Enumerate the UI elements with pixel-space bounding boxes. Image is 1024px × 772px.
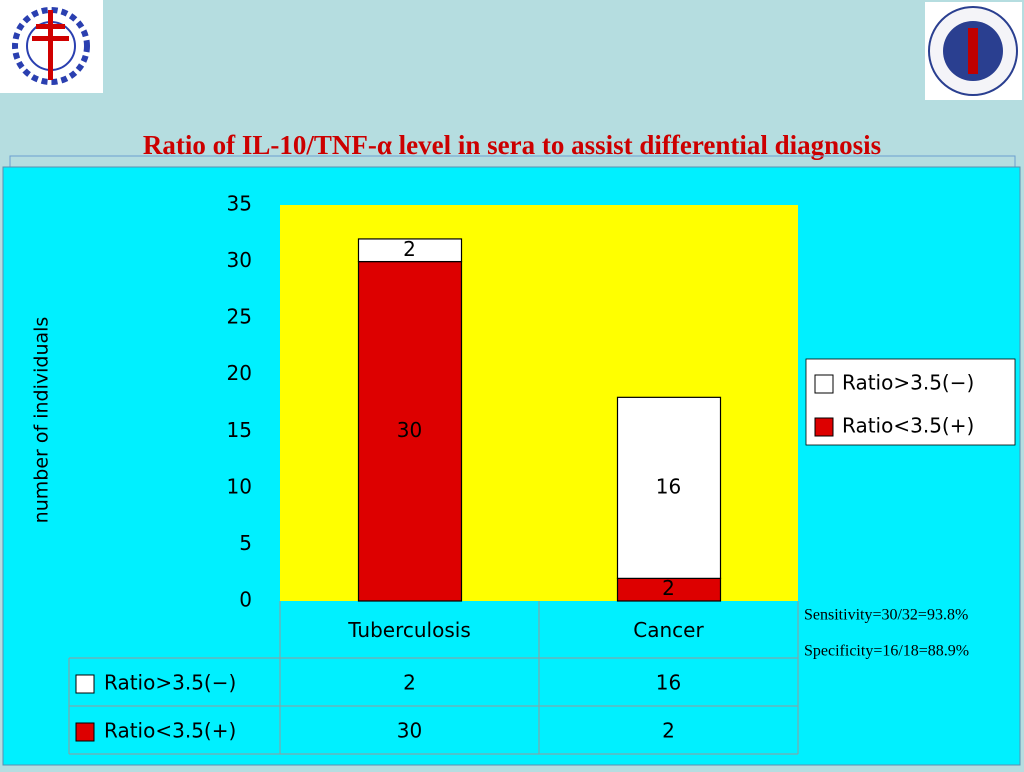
legend-entry: Ratio>3.5(−) — [842, 371, 974, 395]
x-tick-label: Cancer — [633, 618, 704, 642]
data-label: 30 — [397, 418, 422, 442]
data-label: 16 — [656, 474, 681, 498]
bar-segment — [616, 396, 722, 579]
legend-swatch — [814, 374, 834, 394]
bar-segment — [357, 260, 463, 602]
right-logo — [925, 2, 1022, 100]
y-tick-label: 10 — [227, 474, 252, 498]
y-tick-label: 35 — [227, 192, 252, 216]
y-axis-label: number of individuals — [31, 317, 53, 524]
table-cell: 2 — [662, 719, 675, 743]
legend-box — [805, 358, 1016, 446]
chart-title: Ratio of IL-10/TNF-α level in sera to as… — [143, 130, 881, 160]
table-row-label: Ratio>3.5(−) — [104, 671, 236, 695]
y-tick-label: 15 — [227, 418, 252, 442]
y-tick-label: 5 — [239, 531, 252, 555]
annotation: Specificity=16/18=88.9% — [804, 643, 969, 660]
y-tick-label: 20 — [227, 361, 252, 385]
table-cell: 16 — [656, 671, 681, 695]
table-row-label: Ratio<3.5(+) — [104, 719, 236, 743]
chart: 0 5 10 15 20 25 30 35 number of individuals 30 2 2 1… — [31, 192, 1016, 755]
table-swatch — [75, 674, 95, 694]
data-label: 2 — [662, 576, 675, 600]
table-cell: 30 — [397, 719, 422, 743]
x-tick-label: Tuberculosis — [347, 618, 471, 642]
bar-segment — [357, 238, 463, 263]
y-tick-label: 25 — [227, 305, 252, 329]
table-swatch — [75, 722, 95, 742]
legend-swatch — [814, 417, 834, 437]
legend-entry: Ratio<3.5(+) — [842, 414, 974, 438]
y-tick-label: 30 — [227, 248, 252, 272]
left-logo — [0, 0, 103, 93]
data-label: 2 — [403, 237, 416, 261]
y-tick-label: 0 — [239, 588, 252, 612]
table-cell: 2 — [403, 671, 416, 695]
annotation: Sensitivity=30/32=93.8% — [804, 607, 968, 624]
